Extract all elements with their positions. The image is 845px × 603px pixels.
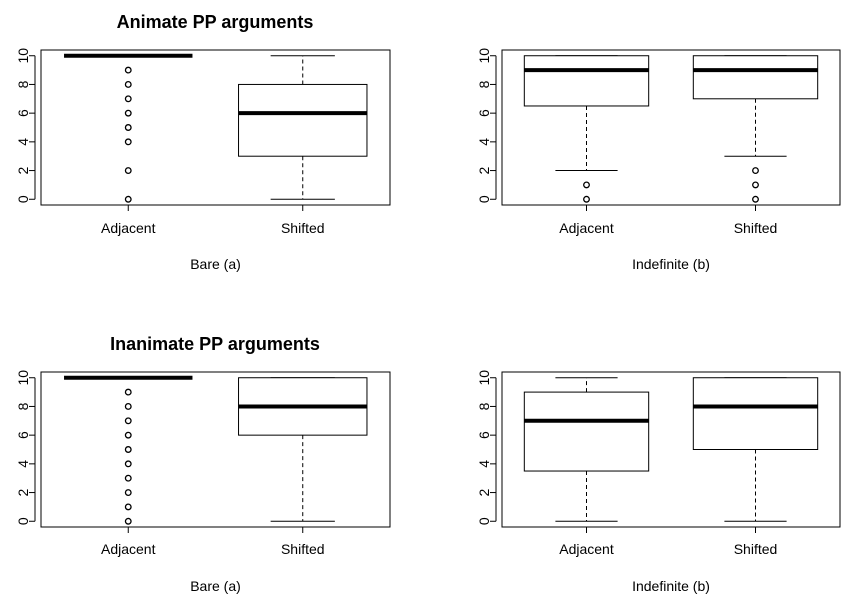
y-tick-label: 6	[476, 431, 492, 439]
outlier-point	[124, 417, 132, 425]
outlier-point	[583, 181, 590, 189]
outlier-point	[124, 446, 132, 453]
outlier-point	[124, 388, 132, 396]
panel-1: 0 2 4 6 8 10 Animate PP arguments Bare (a) Adjac…	[15, 12, 391, 272]
x-axis-label: Bare (a)	[190, 256, 241, 272]
x-tick-label: Shifted	[281, 220, 325, 236]
outlier-point	[124, 109, 132, 117]
outlier-point	[124, 402, 132, 410]
box-shifted: Shifted	[238, 377, 368, 557]
iqr-box	[692, 55, 819, 100]
y-tick-label: 0	[476, 517, 492, 525]
iqr-box	[523, 55, 650, 107]
outlier-point	[583, 195, 590, 203]
y-tick-label: 4	[15, 138, 31, 146]
y-tick-label: 2	[476, 488, 492, 496]
x-axis-label: Indefinite (b)	[632, 256, 710, 272]
y-tick-label: 4	[15, 460, 31, 468]
y-tick-label: 0	[15, 195, 31, 203]
outlier-point	[124, 124, 132, 131]
x-axis-label: Bare (a)	[190, 578, 241, 594]
outlier-point	[752, 167, 759, 175]
box-shifted: Shifted	[692, 55, 819, 236]
y-tick-label: 0	[476, 195, 492, 203]
x-tick-label: Adjacent	[559, 541, 614, 557]
outlier-point	[124, 66, 132, 74]
x-tick-label: Shifted	[281, 541, 325, 557]
y-tick-label: 6	[15, 109, 31, 117]
outlier-point	[124, 517, 132, 525]
iqr-box	[692, 377, 819, 451]
outlier-point	[124, 489, 132, 497]
outlier-point	[124, 195, 132, 203]
panel-3: 0 2 4 6 8 10 Inanimate PP arguments Bare (a) Adj…	[15, 334, 391, 594]
outlier-point	[124, 503, 132, 511]
outlier-point	[124, 80, 132, 88]
y-tick-label: 10	[15, 370, 31, 386]
box-shifted: Shifted	[692, 377, 819, 557]
box-adjacent: Adjacent	[523, 377, 650, 557]
y-tick-label: 4	[476, 460, 492, 468]
panel-2: 0 2 4 6 8 10 Indefinite (b) Adjacent Shifted	[476, 48, 841, 272]
y-tick-label: 8	[15, 80, 31, 88]
outlier-point	[124, 167, 132, 175]
outlier-point	[124, 95, 132, 103]
outlier-point	[752, 181, 759, 189]
y-tick-label: 0	[15, 517, 31, 525]
x-tick-label: Adjacent	[559, 220, 614, 236]
chart-title: Animate PP arguments	[117, 12, 314, 32]
x-tick-label: Shifted	[734, 220, 778, 236]
x-axis-label: Indefinite (b)	[632, 578, 710, 594]
y-tick-label: 6	[476, 109, 492, 117]
chart-title: Inanimate PP arguments	[110, 334, 320, 354]
y-tick-label: 10	[476, 48, 492, 64]
outlier-point	[124, 138, 132, 146]
box-adjacent: Adjacent	[64, 53, 193, 236]
y-tick-label: 2	[476, 166, 492, 174]
y-tick-label: 8	[15, 402, 31, 410]
outlier-point	[124, 431, 132, 439]
box-adjacent: Adjacent	[64, 375, 193, 557]
box-shifted: Shifted	[238, 55, 368, 236]
outlier-point	[124, 474, 132, 482]
panel-4: 0 2 4 6 8 10 Indefinite (b) Adjacent Shifted	[476, 370, 841, 594]
x-tick-label: Shifted	[734, 541, 778, 557]
y-tick-label: 8	[476, 80, 492, 88]
outlier-point	[752, 195, 759, 203]
outlier-point	[124, 460, 132, 468]
x-tick-label: Adjacent	[101, 541, 156, 557]
y-tick-label: 2	[15, 166, 31, 174]
x-tick-label: Adjacent	[101, 220, 156, 236]
y-tick-label: 10	[15, 48, 31, 64]
y-tick-label: 8	[476, 402, 492, 410]
iqr-box	[238, 83, 368, 157]
box-adjacent: Adjacent	[523, 55, 650, 236]
y-tick-label: 4	[476, 138, 492, 146]
y-tick-label: 2	[15, 488, 31, 496]
y-tick-label: 6	[15, 431, 31, 439]
y-tick-label: 10	[476, 370, 492, 386]
iqr-box	[523, 391, 650, 472]
